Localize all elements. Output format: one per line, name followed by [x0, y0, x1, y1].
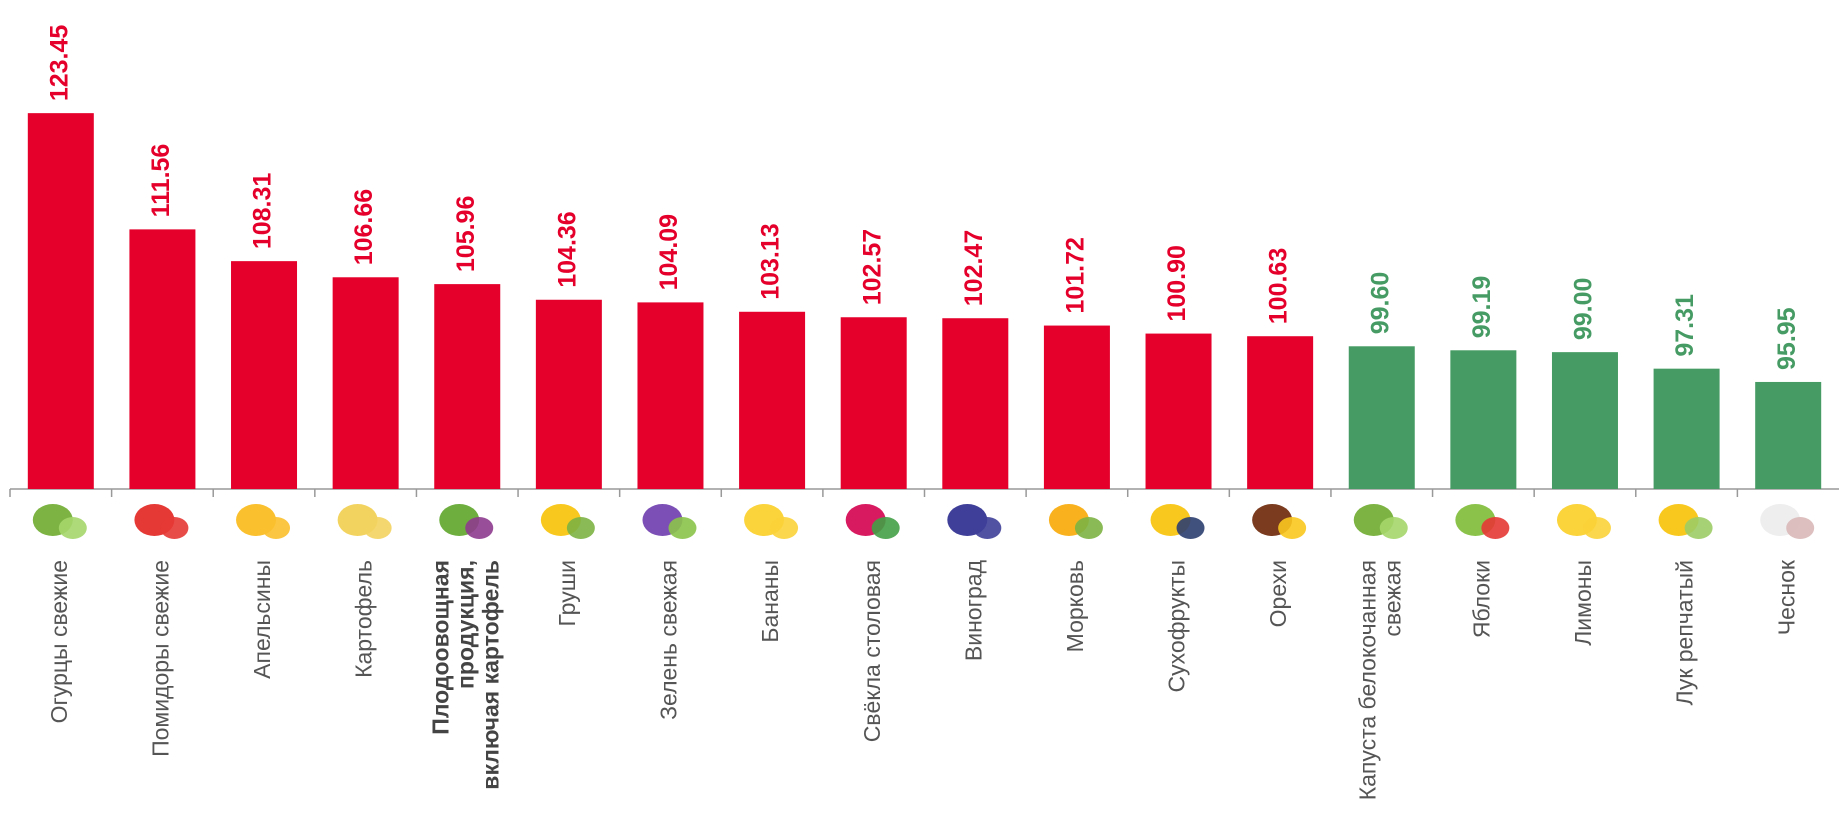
value-label: 99.19	[1468, 276, 1496, 339]
value-label: 123.45	[45, 25, 73, 102]
value-label: 99.00	[1570, 278, 1598, 341]
icon	[364, 517, 392, 539]
icon	[1786, 517, 1814, 539]
icon	[1075, 517, 1103, 539]
value-label: 104.09	[655, 214, 683, 290]
bar	[1450, 350, 1516, 489]
icon	[567, 517, 595, 539]
value-label: 99.60	[1366, 272, 1394, 335]
icon	[1278, 517, 1306, 539]
x-tick-label: Чеснок	[1773, 559, 1799, 635]
value-label: 106.66	[350, 189, 378, 265]
icon	[973, 517, 1001, 539]
icon	[1583, 517, 1611, 539]
x-tick-label: Плодоовощная	[427, 560, 453, 735]
x-tick-label: Лимоны	[1570, 560, 1596, 646]
value-label: 104.36	[553, 211, 581, 287]
bar	[1247, 336, 1313, 489]
bar	[129, 229, 195, 489]
bar	[1044, 326, 1110, 489]
icon	[1685, 517, 1713, 539]
bar	[1654, 369, 1720, 489]
bar	[231, 261, 297, 489]
bar	[739, 312, 805, 489]
x-tick-label: Помидоры свежие	[147, 560, 173, 757]
x-tick-label: продукция,	[452, 560, 478, 689]
x-tick-label: Апельсины	[249, 560, 275, 679]
value-label: 97.31	[1671, 294, 1699, 357]
icon	[872, 517, 900, 539]
icon	[59, 517, 87, 539]
x-tick-label: Зелень свежая	[656, 560, 682, 720]
icon	[668, 517, 696, 539]
bar	[434, 284, 500, 489]
bar	[1146, 334, 1212, 489]
x-tick-label: Груши	[554, 560, 580, 627]
bar	[536, 300, 602, 489]
icon	[1177, 517, 1205, 539]
icon	[160, 517, 188, 539]
x-tick-label: Свёкла столовая	[859, 560, 885, 742]
x-tick-label: Бананы	[757, 560, 783, 643]
icon	[1380, 517, 1408, 539]
value-label: 100.90	[1163, 245, 1191, 321]
value-label: 95.95	[1773, 307, 1801, 370]
x-tick-label: свежая	[1379, 560, 1405, 637]
x-tick-label: включая картофель	[477, 560, 503, 790]
icon	[262, 517, 290, 539]
value-label: 102.57	[858, 229, 886, 305]
x-tick-label: Морковь	[1062, 560, 1088, 652]
bar	[333, 277, 399, 489]
value-label: 101.72	[1062, 237, 1090, 313]
chart: 123.45 Огурцы свежие 111.56 Помидоры свежие…	[0, 0, 1839, 828]
bar	[841, 317, 907, 489]
value-label: 105.96	[452, 196, 480, 272]
x-tick-label: Картофель	[351, 560, 377, 678]
x-tick-label: Лук репчатый	[1672, 560, 1698, 706]
x-tick-label: Капуста белокочанная	[1354, 560, 1380, 800]
value-label: 103.13	[757, 223, 785, 299]
value-label: 100.63	[1265, 248, 1293, 324]
bar	[942, 318, 1008, 489]
x-tick-label: Орехи	[1265, 560, 1291, 627]
bar	[1349, 346, 1415, 489]
bar	[1552, 352, 1618, 489]
x-tick-label: Виноград	[960, 559, 986, 661]
value-label: 108.31	[249, 173, 277, 250]
bar	[1755, 382, 1821, 489]
icon	[465, 517, 493, 539]
icon	[770, 517, 798, 539]
bar	[637, 302, 703, 489]
icon	[1481, 517, 1509, 539]
x-tick-label: Сухофрукты	[1164, 560, 1190, 693]
page: 123.45 Огурцы свежие 111.56 Помидоры свежие…	[0, 0, 1839, 828]
value-label: 111.56	[147, 144, 175, 218]
bar	[28, 113, 94, 489]
x-tick-label: Огурцы свежие	[46, 560, 72, 723]
x-tick-label: Яблоки	[1468, 560, 1494, 638]
value-label: 102.47	[960, 230, 988, 306]
